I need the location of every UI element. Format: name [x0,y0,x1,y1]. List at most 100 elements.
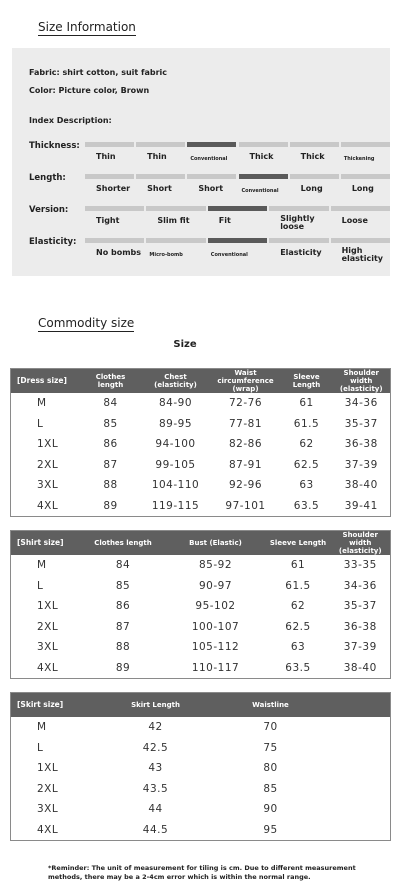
table-row: 3XL 88 104-110 92-96 63 38-40 [11,475,391,496]
cell-filler [321,758,391,779]
index-option: Conventional [210,252,248,258]
index-option: Long [351,184,374,193]
table-row: 4XL 89 119-115 97-101 63.5 39-41 [11,496,391,517]
table-cell: 61 [290,559,306,572]
table-row: 4XL 44.5 95 [11,820,391,841]
index-segment [85,142,135,147]
table-cell: 85-92 [198,559,232,572]
column-header: Shoulder width (elasticity) [330,530,391,555]
table-cell: 3XL [37,641,59,654]
fabric-text: Fabric: shirt cotton, suit fabric [29,68,168,77]
table-cell: 63 [290,641,306,654]
index-option: Loose [341,216,368,225]
table-cell: 61.5 [285,579,311,592]
table-row: M 84 84-90 72-76 61 34-36 [11,393,391,414]
table-row: L 85 90-97 61.5 34-36 [11,576,391,597]
table-cell: 61 [299,397,314,410]
table-cell: 89-95 [158,417,192,430]
index-option: Thick [300,152,325,161]
footnote-line: *Reminder: The unit of measurement for t… [48,864,356,872]
index-option: Thick [249,152,274,161]
index-option: Thin [147,152,167,161]
table-cell: 72-76 [228,397,262,410]
index-option: Tight [96,216,120,225]
table-cell: 3XL [37,803,59,816]
index-option: Short [147,184,172,193]
table-cell: 35-37 [344,417,378,430]
table-cell: 86 [103,438,118,451]
table-row: 2XL 87 99-105 87-91 62.5 37-39 [11,455,391,476]
table-cell: 86 [115,600,131,613]
table-cell: 104-110 [151,479,200,492]
table-cell: L [37,579,44,592]
table-cell: 87 [103,458,118,471]
table-cell: 97-101 [225,499,266,512]
table-cell: 3XL [37,479,59,492]
index-segment [289,174,339,179]
index-segment [340,174,390,179]
table-cell: 43.5 [142,782,169,795]
table-cell: 84 [115,559,131,572]
table-cell: 92-96 [228,479,262,492]
cell-filler [321,820,391,841]
index-segment [187,142,237,147]
color-text: Color: Picture color, Brown [29,86,150,95]
table-cell: 90-97 [198,579,232,592]
table-cell: 1XL [37,762,59,775]
table-row: 2XL 87 100-107 62.5 36-38 [11,617,391,638]
index-segment [330,206,390,211]
index-segment [289,142,339,147]
table-cell: 35-37 [343,600,377,613]
index-segment [238,142,288,147]
table-cell: 63.5 [285,661,311,674]
table-cell: 2XL [37,458,59,471]
table-cell: 42 [148,721,163,734]
table-cell: 63.5 [293,499,320,512]
table-cell: 90 [263,803,278,816]
index-label: Thickness: [29,141,80,151]
table-cell: 99-105 [155,458,196,471]
column-header: Sleeve Length [280,368,333,393]
table-cell: 38-40 [343,661,377,674]
index-label: Length: [29,173,66,183]
cell-filler [321,738,391,759]
index-option: Shorter [96,184,131,193]
table-row: M 84 85-92 61 33-35 [11,555,391,576]
size-table: [Shirt size] Clothes length Bust (Elastic)… [10,530,391,679]
column-header: Sleeve Length [265,530,331,555]
table-cell: 77-81 [228,417,262,430]
index-segment [85,174,135,179]
table-cell: 44 [148,803,163,816]
table-cell: 82-86 [228,438,262,451]
index-option: Short [198,184,224,193]
table-cell: 38-40 [344,479,378,492]
column-header: Shoulder width (elasticity) [332,368,391,393]
index-option: Elasticity [280,248,322,257]
index-option: High elasticity [341,246,384,263]
table-cell: 87-91 [228,458,262,471]
cell-filler [321,779,391,800]
size-table: [Dress size] Clothes length Chest (elastic… [10,368,391,517]
table-cell: M [37,559,47,572]
table-cell: 1XL [37,600,59,613]
table-cell: 34-36 [343,579,377,592]
column-header: Waist circumference (wrap) [210,368,281,393]
table-row: L 42.5 75 [11,738,391,759]
index-segment [207,238,268,243]
table-cell: 87 [115,620,131,633]
index-option: Conventional [241,188,279,194]
subtitle: Size [173,339,197,350]
index-title: Index Description: [29,116,112,125]
cell-filler [321,717,391,738]
table-cell: 110-117 [191,661,240,674]
table-cell: 94-100 [155,438,196,451]
index-segment [136,142,186,147]
index-segment [146,206,206,211]
table-cell: 1XL [37,438,59,451]
table-cell: 62.5 [285,620,311,633]
table-cell: L [37,417,44,430]
index-segment [146,238,206,243]
section-title: Commodity size [38,316,135,332]
column-header: [Skirt size] [10,692,91,717]
